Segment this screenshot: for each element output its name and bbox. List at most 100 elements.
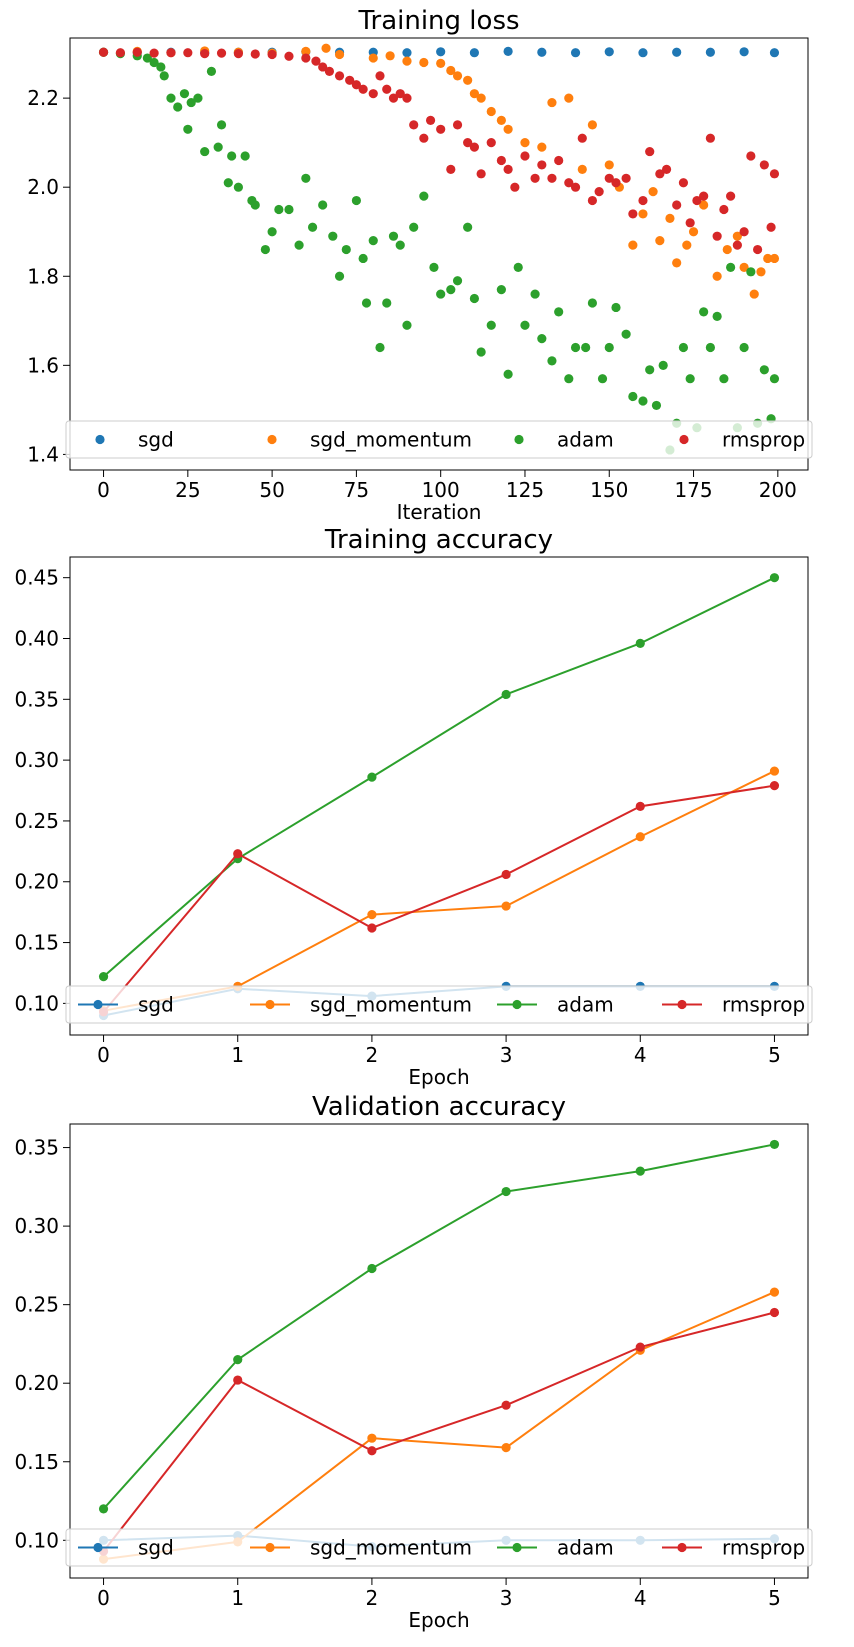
data-point-rmsprop bbox=[469, 142, 479, 152]
data-point-sgd_momentum bbox=[501, 901, 511, 911]
series-line-sgd_momentum bbox=[103, 1291, 775, 1561]
chart-panel-1: Training loss Iteration 0 25 50 75 100 125 150 17… bbox=[27, 6, 813, 524]
data-point-adam bbox=[678, 342, 689, 353]
data-point-adam bbox=[503, 369, 513, 379]
legend-label-sgd: sgd bbox=[138, 428, 174, 452]
data-point-rmsprop bbox=[635, 801, 645, 811]
data-point-rmsprop bbox=[98, 47, 109, 57]
data-point-rmsprop bbox=[726, 191, 736, 201]
data-point-adam bbox=[769, 1139, 780, 1150]
data-point-sgd_momentum bbox=[732, 231, 742, 241]
data-point-adam bbox=[367, 772, 377, 782]
data-point-sgd_momentum bbox=[682, 240, 692, 250]
data-point-sgd_momentum bbox=[756, 267, 766, 277]
y-tick-label: 0.20 bbox=[14, 870, 59, 894]
data-point-rmsprop bbox=[216, 48, 227, 58]
series-rmsprop bbox=[98, 1307, 780, 1556]
data-point-adam bbox=[274, 204, 284, 215]
data-point-sgd_momentum bbox=[334, 49, 345, 60]
data-point-sgd_momentum bbox=[446, 65, 456, 76]
legend-marker-adam bbox=[512, 1542, 522, 1553]
legend-marker-rmsprop bbox=[679, 434, 689, 445]
data-point-adam bbox=[216, 120, 227, 130]
x-tick-label: 50 bbox=[259, 478, 284, 502]
y-tick-label: 1.4 bbox=[27, 442, 59, 466]
data-point-adam bbox=[159, 71, 169, 81]
data-point-adam bbox=[597, 374, 608, 384]
data-point-rmsprop bbox=[678, 178, 689, 188]
data-point-sgd bbox=[570, 48, 581, 58]
data-point-rmsprop bbox=[564, 178, 574, 188]
data-point-adam bbox=[213, 142, 223, 152]
y-tick-label: 0.15 bbox=[14, 931, 59, 955]
y-tick-label: 0.45 bbox=[14, 566, 59, 590]
legend-label-sgd_momentum: sgd_momentum bbox=[310, 428, 472, 452]
x-tick-label: 2 bbox=[366, 1586, 379, 1610]
data-point-adam bbox=[260, 244, 270, 255]
data-point-rmsprop bbox=[766, 222, 776, 232]
series-sgd_momentum bbox=[98, 43, 780, 299]
data-point-adam bbox=[206, 66, 217, 77]
data-point-sgd bbox=[402, 48, 412, 58]
y-tick-label: 1.8 bbox=[27, 264, 59, 288]
data-point-sgd_momentum bbox=[635, 832, 645, 842]
series-adam bbox=[98, 1139, 780, 1514]
data-point-adam bbox=[746, 267, 756, 277]
data-point-sgd_momentum bbox=[587, 120, 597, 130]
legend-box bbox=[65, 1528, 813, 1567]
data-point-rmsprop bbox=[452, 120, 463, 130]
x-tick-label: 1 bbox=[231, 1586, 244, 1610]
data-point-rmsprop bbox=[635, 1342, 645, 1352]
data-point-sgd bbox=[537, 47, 547, 57]
data-point-sgd_momentum bbox=[712, 271, 722, 281]
data-point-sgd_momentum bbox=[463, 75, 473, 85]
data-point-adam bbox=[149, 57, 159, 68]
data-point-adam bbox=[769, 573, 780, 583]
data-point-adam bbox=[367, 1263, 377, 1274]
data-point-sgd_momentum bbox=[452, 71, 463, 81]
data-point-adam bbox=[307, 222, 318, 232]
legend-marker-rmsprop bbox=[677, 999, 687, 1010]
y-tick-label: 0.10 bbox=[14, 991, 59, 1015]
x-tick-label: 0 bbox=[97, 1043, 110, 1067]
data-point-rmsprop bbox=[501, 869, 511, 880]
data-point-adam bbox=[240, 151, 250, 161]
data-point-sgd bbox=[469, 48, 479, 58]
data-point-adam bbox=[395, 240, 405, 250]
data-point-rmsprop bbox=[769, 781, 780, 791]
data-point-sgd_momentum bbox=[749, 289, 759, 299]
data-point-rmsprop bbox=[530, 173, 540, 183]
data-point-rmsprop bbox=[692, 195, 702, 206]
y-tick-label: 0.35 bbox=[14, 1136, 59, 1160]
data-point-adam bbox=[739, 342, 749, 353]
data-point-rmsprop bbox=[250, 49, 260, 59]
x-tick-label: 25 bbox=[175, 478, 200, 502]
data-point-rmsprop bbox=[746, 151, 756, 161]
data-point-adam bbox=[436, 289, 446, 299]
series-adam bbox=[98, 47, 780, 455]
data-point-rmsprop bbox=[604, 173, 614, 183]
x-axis-label: Epoch bbox=[408, 1608, 469, 1632]
data-point-rmsprop bbox=[436, 124, 446, 134]
series-rmsprop bbox=[98, 47, 780, 255]
legend: sgd sgd_momentum adam rmsprop bbox=[65, 420, 813, 459]
data-point-sgd_momentum bbox=[769, 766, 780, 776]
data-point-rmsprop bbox=[115, 48, 126, 58]
data-point-rmsprop bbox=[577, 133, 587, 143]
data-point-sgd bbox=[769, 48, 780, 58]
data-point-rmsprop bbox=[311, 56, 321, 66]
x-tick-label: 100 bbox=[422, 478, 460, 502]
y-tick-label: 0.40 bbox=[14, 626, 59, 650]
data-point-rmsprop bbox=[368, 89, 378, 99]
data-point-adam bbox=[409, 222, 419, 232]
data-point-sgd_momentum bbox=[688, 227, 699, 237]
data-point-rmsprop bbox=[685, 218, 695, 228]
data-point-adam bbox=[628, 391, 638, 402]
series-adam bbox=[98, 573, 780, 982]
data-point-adam bbox=[388, 231, 399, 241]
data-point-adam bbox=[513, 262, 523, 272]
data-point-adam bbox=[570, 342, 581, 353]
data-point-adam bbox=[719, 374, 729, 384]
data-point-sgd_momentum bbox=[496, 115, 506, 125]
legend-box bbox=[65, 985, 813, 1024]
